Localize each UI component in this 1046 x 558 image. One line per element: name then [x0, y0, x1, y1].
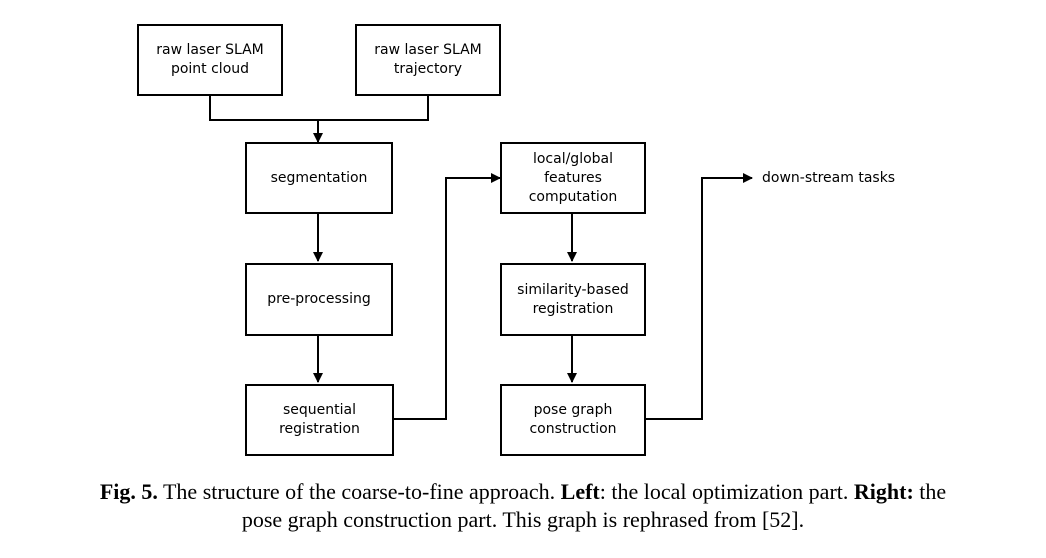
caption-line-1: Fig. 5. The structure of the coarse-to-f… [0, 478, 1046, 506]
downstream-tasks-label: down-stream tasks [762, 170, 896, 186]
caption-left-bold: Left [560, 479, 600, 504]
caption-text-3: the [913, 479, 947, 504]
node-sequential-registration: sequential registration [245, 384, 394, 456]
node-pre-processing: pre-processing [245, 263, 393, 336]
node-similarity-registration: similarity-based registration [500, 263, 646, 336]
node-features-computation: local/global features computation [500, 142, 646, 214]
edge-sequential-to-features [394, 173, 501, 420]
node-segmentation: segmentation [245, 142, 393, 214]
node-pose-graph-construction: pose graph construction [500, 384, 646, 456]
caption-figure-number: Fig. 5. [99, 479, 158, 504]
caption-line-2: pose graph construction part. This graph… [241, 507, 805, 532]
node-raw-trajectory: raw laser SLAM trajectory [355, 24, 501, 96]
figure-caption: Fig. 5. The structure of the coarse-to-f… [0, 478, 1046, 534]
edges-layer [209, 96, 753, 420]
edge-posegraph-to-downstream [646, 173, 753, 420]
edge-pointcloud-to-segmentation [209, 96, 318, 121]
caption-text-2: : the local optimization part. [599, 479, 854, 504]
edge-trajectory-to-segmentation [318, 96, 429, 121]
caption-text-1: The structure of the coarse-to-fine appr… [157, 479, 561, 504]
node-raw-point-cloud: raw laser SLAM point cloud [137, 24, 283, 96]
caption-right-bold: Right: [853, 479, 914, 504]
